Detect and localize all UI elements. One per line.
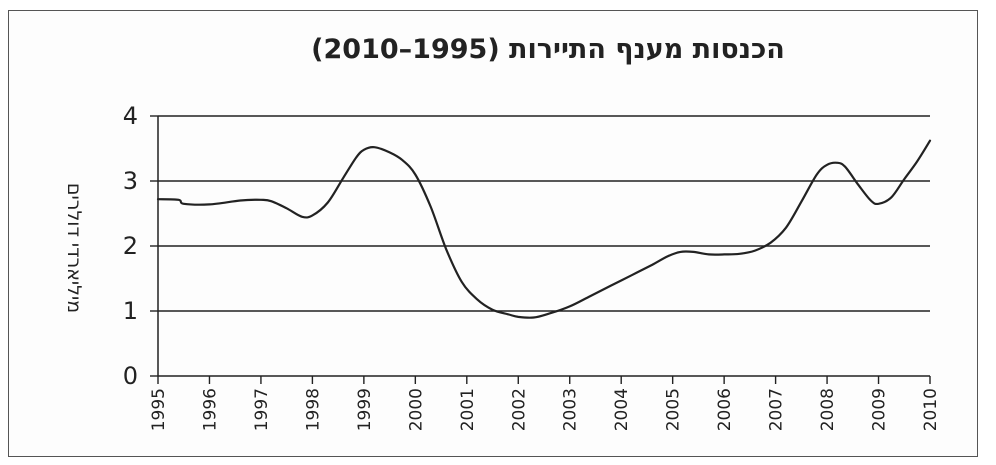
data-point bbox=[258, 197, 264, 203]
axes bbox=[150, 115, 931, 384]
x-tick-label: 1995 bbox=[149, 388, 169, 431]
data-point bbox=[824, 162, 830, 168]
x-tick-label: 2009 bbox=[870, 388, 890, 431]
data-point bbox=[412, 172, 418, 178]
x-tick-label: 2001 bbox=[458, 388, 478, 431]
data-point bbox=[428, 204, 434, 210]
data-point bbox=[798, 199, 804, 205]
data-point bbox=[474, 296, 480, 302]
x-tick-label: 1999 bbox=[355, 388, 375, 431]
x-tick-label: 1998 bbox=[303, 388, 323, 431]
y-tick-label: 3 bbox=[123, 167, 138, 195]
data-point bbox=[353, 155, 359, 161]
data-point bbox=[868, 198, 874, 204]
x-tick-label: 2004 bbox=[612, 388, 632, 431]
data-point bbox=[299, 214, 305, 220]
data-point bbox=[665, 253, 671, 259]
series-line-0 bbox=[156, 139, 932, 319]
data-point bbox=[400, 157, 406, 163]
data-point bbox=[888, 194, 894, 200]
y-tick-label: 1 bbox=[123, 297, 138, 325]
chart-title: הכנסות מענף התיירות (1995–2010) bbox=[311, 34, 785, 65]
data-point bbox=[876, 201, 882, 207]
data-point bbox=[325, 200, 331, 206]
x-tick-label: 2006 bbox=[715, 388, 735, 431]
data-point bbox=[176, 197, 182, 203]
x-tick-label: 2003 bbox=[561, 388, 581, 431]
data-point bbox=[361, 147, 367, 153]
data-point bbox=[515, 314, 521, 320]
data-point bbox=[855, 181, 861, 187]
data-point bbox=[587, 293, 593, 299]
data-point bbox=[546, 311, 552, 317]
data-point bbox=[768, 240, 774, 246]
data-point bbox=[677, 249, 683, 255]
data-point bbox=[340, 175, 346, 181]
data-point bbox=[309, 212, 315, 218]
data-point bbox=[629, 272, 635, 278]
data-point bbox=[371, 144, 377, 150]
data-point bbox=[706, 251, 712, 257]
data-point bbox=[155, 196, 161, 202]
data-point bbox=[927, 138, 933, 144]
chart-frame bbox=[8, 10, 978, 457]
data-point bbox=[690, 249, 696, 255]
data-point bbox=[237, 198, 243, 204]
x-tick-label: 1997 bbox=[252, 388, 272, 431]
data-point bbox=[834, 160, 840, 166]
data-point bbox=[531, 315, 537, 321]
x-tick-label: 2005 bbox=[664, 388, 684, 431]
x-tick-label: 2007 bbox=[767, 388, 787, 431]
data-point bbox=[284, 205, 290, 211]
data-point bbox=[567, 303, 573, 309]
data-point bbox=[783, 225, 789, 231]
data-point bbox=[737, 251, 743, 257]
y-tick-label: 4 bbox=[123, 102, 138, 130]
data-point bbox=[181, 201, 187, 207]
data-point bbox=[505, 311, 511, 317]
x-tick-label: 2010 bbox=[921, 388, 941, 431]
data-point bbox=[387, 149, 393, 155]
grid-lines bbox=[158, 115, 930, 312]
x-tick-label: 1996 bbox=[200, 388, 220, 431]
data-point bbox=[443, 246, 449, 252]
x-tick-label: 2002 bbox=[509, 388, 529, 431]
x-tick-label: 2000 bbox=[406, 388, 426, 431]
y-axis-label: מיליארדי דולרים bbox=[63, 183, 85, 313]
series-group bbox=[155, 138, 933, 321]
data-point bbox=[721, 251, 727, 257]
data-point bbox=[649, 262, 655, 268]
data-point bbox=[752, 248, 758, 254]
data-point bbox=[490, 307, 496, 313]
x-tick-labels: 1995 1996 1997 1998 1999 2000 2001 2002 2003 2004… bbox=[149, 388, 941, 431]
y-tick-label: 2 bbox=[123, 232, 138, 260]
data-point bbox=[901, 176, 907, 182]
x-tick-label: 2008 bbox=[818, 388, 838, 431]
data-point bbox=[914, 159, 920, 165]
y-tick-label: 0 bbox=[123, 362, 138, 390]
data-point bbox=[814, 172, 820, 178]
data-point bbox=[459, 279, 465, 285]
data-point bbox=[268, 198, 274, 204]
y-tick-labels: 0 1 2 3 4 bbox=[123, 102, 138, 390]
data-point bbox=[608, 283, 614, 289]
data-point bbox=[207, 201, 213, 207]
data-point bbox=[842, 164, 848, 170]
